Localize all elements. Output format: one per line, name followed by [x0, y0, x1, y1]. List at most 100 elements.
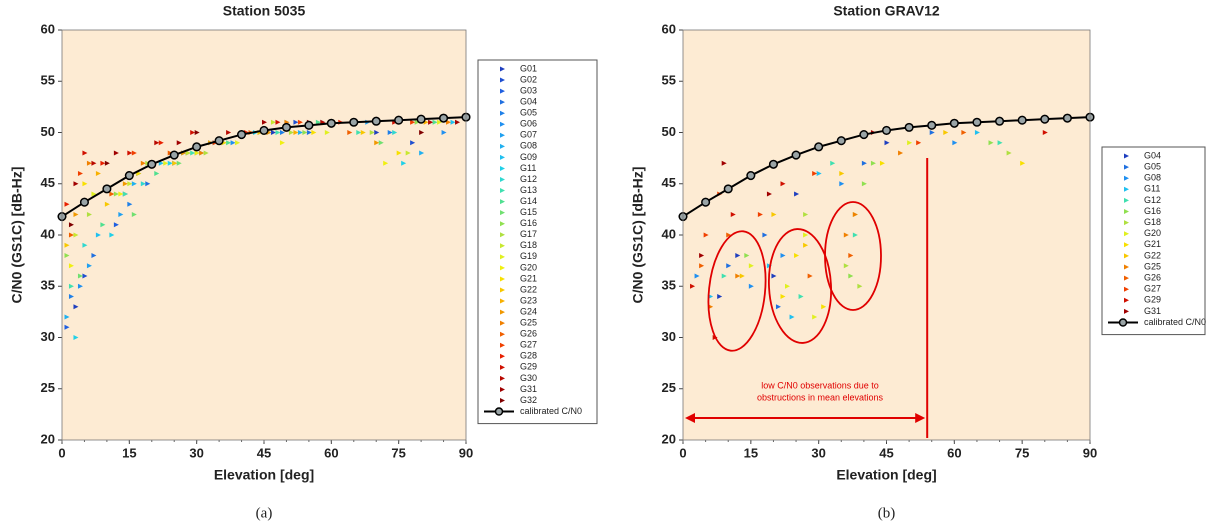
- plot-frame: [61, 29, 467, 441]
- scatter-point: [735, 253, 741, 258]
- scatter-point: [73, 212, 79, 217]
- legend-label: G24: [520, 306, 537, 316]
- legend-marker: [494, 407, 504, 416]
- scatter-point: [374, 140, 380, 146]
- scatter-point: [775, 304, 781, 310]
- scatter-point: [721, 160, 727, 166]
- x-tick-label: 30: [811, 445, 825, 460]
- scatter-point: [95, 232, 101, 238]
- legend-label: G04: [1144, 150, 1161, 160]
- scatter-point: [726, 232, 732, 238]
- arrow-head: [915, 413, 926, 423]
- legend-label: G11: [520, 163, 536, 173]
- legend-label: G06: [520, 119, 537, 129]
- scatter-point: [113, 222, 119, 228]
- scatter-point: [748, 283, 754, 289]
- scatter-point: [401, 160, 407, 166]
- legend-marker: [500, 66, 505, 72]
- calibrated-marker: [746, 171, 756, 181]
- legend-label: G26: [520, 329, 537, 339]
- scatter-point: [199, 150, 205, 156]
- scatter-point: [852, 212, 858, 217]
- legend-marker: [1124, 220, 1129, 226]
- scatter-point: [414, 119, 420, 125]
- scatter-point: [127, 150, 133, 156]
- scatter-point: [383, 160, 389, 166]
- legend-label: G27: [520, 340, 537, 350]
- highlight-ellipse: [824, 201, 882, 311]
- legend-label: G22: [1144, 250, 1161, 260]
- legend-marker: [500, 165, 505, 171]
- calibrated-marker: [304, 120, 314, 130]
- calibrated-marker: [1062, 113, 1072, 123]
- legend-label: G03: [520, 85, 537, 95]
- calibrated-marker: [972, 117, 982, 127]
- scatter-point: [861, 160, 867, 166]
- scatter-point: [68, 294, 74, 299]
- scatter-point: [279, 140, 285, 146]
- scatter-point: [297, 130, 303, 135]
- scatter-point: [262, 119, 267, 125]
- y-tick-label: 20: [41, 431, 55, 446]
- scatter-point: [64, 242, 70, 248]
- legend-marker: [500, 143, 505, 149]
- scatter-point: [145, 181, 151, 187]
- scatter-point: [68, 232, 74, 238]
- calibrated-marker: [1040, 114, 1050, 124]
- legend-marker: [500, 188, 505, 194]
- scatter-point: [113, 191, 119, 197]
- scatter-point: [68, 283, 74, 289]
- scatter-point: [100, 160, 106, 166]
- scatter-point: [275, 130, 281, 135]
- legend-label: G17: [520, 229, 537, 239]
- scatter-point: [803, 232, 809, 238]
- scatter-point: [158, 160, 164, 166]
- scatter-point: [118, 212, 124, 217]
- scatter-point: [275, 119, 281, 125]
- scatter-point: [803, 242, 809, 248]
- legend-label: G27: [1144, 284, 1161, 294]
- scatter-point: [771, 273, 777, 279]
- scatter-point: [288, 130, 294, 135]
- calibrated-marker: [927, 120, 937, 130]
- legend-label: G32: [520, 395, 537, 405]
- legend-label: G26: [1144, 272, 1161, 282]
- legend-label: G21: [520, 273, 537, 283]
- scatter-point: [131, 150, 137, 156]
- y-axis-label: C/N0 (GS1C) [dB-Hz]: [630, 167, 646, 304]
- scatter-point: [812, 314, 818, 320]
- scatter-point: [1042, 130, 1048, 135]
- legend-box: [1101, 146, 1206, 336]
- scatter-point: [77, 273, 83, 279]
- legend-marker: [500, 287, 505, 293]
- plot-background: [683, 30, 1090, 440]
- legend-marker: [500, 320, 505, 326]
- legend-label: G29: [520, 362, 537, 372]
- scatter-point: [821, 304, 827, 310]
- calibrated-marker: [259, 125, 269, 135]
- legend-marker: [500, 177, 505, 182]
- scatter-point: [104, 160, 110, 166]
- calibrated-marker: [214, 136, 224, 146]
- scatter-point: [109, 232, 115, 238]
- scatter-point: [91, 191, 97, 197]
- caption: (b): [878, 505, 896, 521]
- scatter-point: [64, 324, 70, 330]
- legend-label: G14: [520, 196, 537, 206]
- y-tick-label: 55: [41, 73, 55, 88]
- legend-label: G29: [1144, 295, 1161, 305]
- scatter-point: [437, 119, 443, 125]
- y-tick-label: 25: [662, 380, 676, 395]
- scatter-point: [916, 140, 922, 146]
- x-tick-label: 30: [189, 445, 203, 460]
- annotation: obstructions in mean elevations: [757, 392, 884, 402]
- scatter-point: [766, 191, 772, 197]
- scatter-point: [1020, 160, 1026, 166]
- y-tick-label: 50: [41, 124, 55, 139]
- scatter-point: [297, 119, 303, 125]
- legend-marker: [1124, 297, 1129, 303]
- y-tick-label: 45: [41, 175, 55, 190]
- scatter-point: [279, 130, 285, 135]
- scatter-point: [82, 181, 88, 187]
